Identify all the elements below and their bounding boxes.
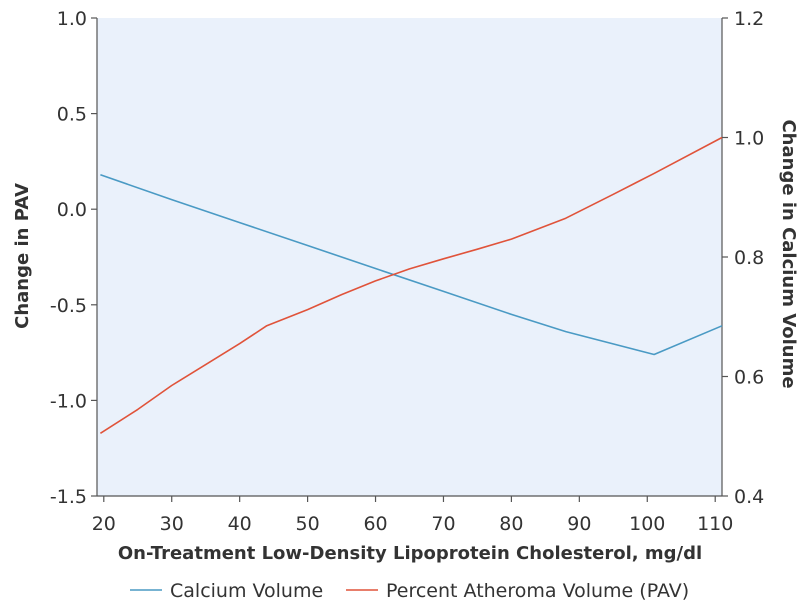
- left-tick-label: -0.5: [50, 295, 87, 317]
- x-axis-title: On-Treatment Low-Density Lipoprotein Cho…: [118, 543, 702, 564]
- x-tick-label: 100: [629, 513, 665, 535]
- left-tick-label: 0.0: [57, 199, 87, 221]
- series-layer: [99, 136, 723, 434]
- left-tick-label: 1.0: [57, 8, 87, 30]
- x-tick-label: 110: [697, 513, 733, 535]
- plot-area: [97, 18, 722, 496]
- x-tick-label: 30: [160, 513, 184, 535]
- x-tick-label: 50: [296, 513, 320, 535]
- left-tick-label: -1.0: [50, 390, 87, 412]
- right-tick-label: 1.2: [734, 8, 764, 30]
- right-tick-label: 1.0: [734, 128, 764, 150]
- left-axis-title: Change in PAV: [12, 183, 33, 329]
- legend-label-calcium-volume: Calcium Volume: [170, 580, 323, 602]
- right-tick-label: 0.4: [734, 486, 764, 508]
- x-tick-label: 40: [228, 513, 252, 535]
- pav-line: [99, 136, 723, 434]
- x-tick-label: 20: [92, 513, 116, 535]
- right-tick-label: 0.8: [734, 247, 764, 269]
- legend-label-pav: Percent Atheroma Volume (PAV): [386, 580, 689, 602]
- calcium-volume-line: [100, 174, 723, 356]
- x-tick-label: 70: [431, 513, 455, 535]
- legend: Calcium Volume Percent Atheroma Volume (…: [130, 580, 689, 602]
- left-tick-label: 0.5: [57, 104, 87, 126]
- right-axis-title: Change in Calcium Volume: [778, 119, 799, 388]
- left-y-axis: 1.0 0.5 0.0 -0.5 -1.0 -1.5: [50, 8, 98, 508]
- x-tick-label: 80: [499, 513, 523, 535]
- x-axis: 20 30 40 50 60 70 80 90 100 110: [92, 495, 733, 535]
- x-tick-label: 60: [363, 513, 387, 535]
- x-tick-label: 90: [567, 513, 591, 535]
- right-tick-label: 0.6: [734, 367, 764, 389]
- left-tick-label: -1.5: [50, 486, 87, 508]
- right-y-axis: 1.2 1.0 0.8 0.6 0.4: [721, 8, 764, 508]
